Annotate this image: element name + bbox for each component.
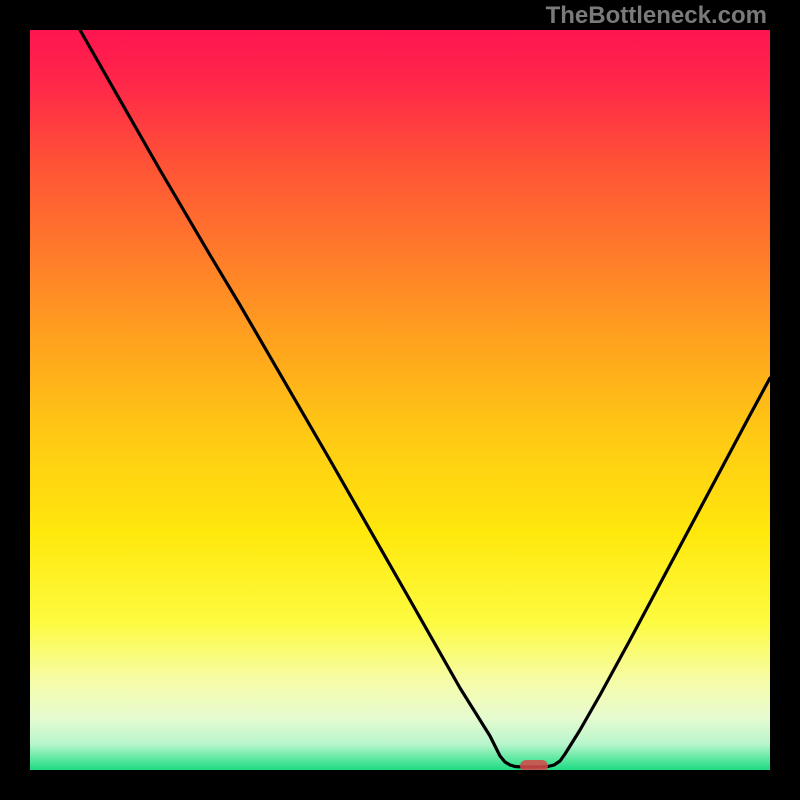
chart-background [30, 30, 770, 770]
chart-svg [30, 30, 770, 770]
optimal-marker [520, 760, 548, 770]
watermark-text: TheBottleneck.com [546, 2, 767, 30]
plot-area [30, 30, 770, 770]
